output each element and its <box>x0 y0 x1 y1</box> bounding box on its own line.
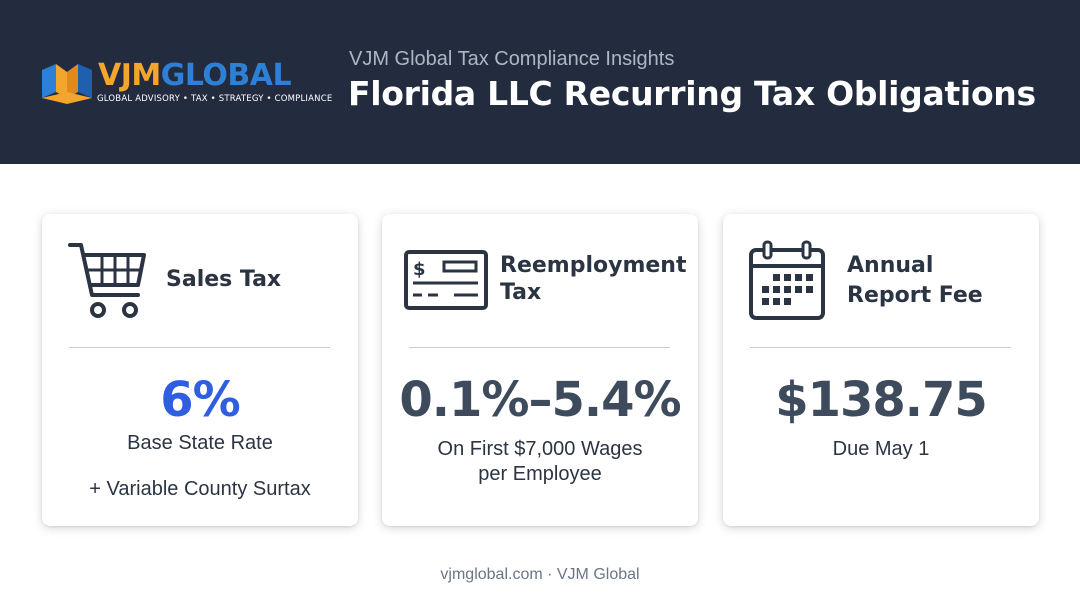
card-divider <box>409 347 670 348</box>
sales-tax-title: Sales Tax <box>166 267 282 292</box>
card-divider <box>750 347 1011 348</box>
svg-text:$: $ <box>413 259 426 280</box>
check-icon: $ <box>404 250 488 310</box>
sales-tax-base-label: Base State Rate <box>127 432 273 454</box>
reemployment-tax-per-employee: per Employee <box>478 463 602 485</box>
card-divider <box>69 347 330 348</box>
logo-mark-icon <box>42 64 92 104</box>
reemployment-tax-title-line1: Reemployment <box>500 253 687 278</box>
shopping-cart-icon <box>68 243 146 318</box>
calendar-icon <box>749 240 825 320</box>
reemployment-tax-card: $ Reemployment Tax 0.1%–5.4% On First $7… <box>382 214 698 526</box>
annual-report-due-date: Due May 1 <box>832 438 930 460</box>
vjm-global-logo: VJMGLOBAL GLOBAL ADVISORY • TAX • STRATE… <box>40 58 332 108</box>
annual-report-title-line2: Report Fee <box>847 283 983 308</box>
page-subtitle: VJM Global Tax Compliance Insights <box>349 48 675 70</box>
sales-tax-rate: 6% <box>160 372 241 428</box>
reemployment-tax-rate-range: 0.1%–5.4% <box>399 372 681 428</box>
annual-report-title-line1: Annual <box>847 253 934 278</box>
footer-credit: vjmglobal.com · VJM Global <box>440 566 640 583</box>
logo-tagline: GLOBAL ADVISORY • TAX • STRATEGY • COMPL… <box>97 94 333 104</box>
annual-report-fee-card: Annual Report Fee $138.75 Due May 1 <box>723 214 1039 526</box>
annual-report-fee-amount: $138.75 <box>775 372 988 428</box>
header-banner: VJMGLOBAL GLOBAL ADVISORY • TAX • STRATE… <box>0 0 1080 164</box>
sales-tax-card: Sales Tax 6% Base State Rate + Variable … <box>42 214 358 526</box>
page-title: Florida LLC Recurring Tax Obligations <box>348 74 1036 113</box>
reemployment-tax-wage-base: On First $7,000 Wages <box>437 438 643 460</box>
logo-word-vjm: VJM <box>98 58 161 93</box>
logo-wordmark: VJMGLOBAL <box>98 58 292 93</box>
logo-word-global: GLOBAL <box>160 58 292 93</box>
reemployment-tax-title-line2: Tax <box>500 280 542 305</box>
sales-tax-surtax-label: + Variable County Surtax <box>89 478 311 500</box>
